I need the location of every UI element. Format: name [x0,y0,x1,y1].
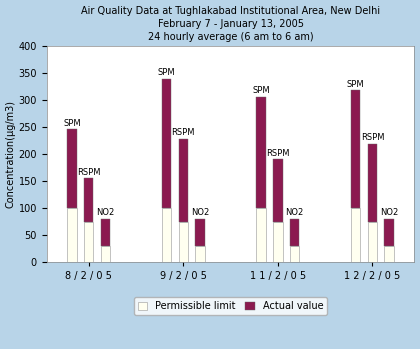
Text: SPM: SPM [63,119,81,128]
Text: NO2: NO2 [97,208,115,217]
Bar [67,129,76,208]
Bar [162,208,171,262]
Text: SPM: SPM [347,80,365,89]
Bar [273,159,283,222]
Bar [384,246,394,262]
Bar [178,139,188,222]
Bar [351,90,360,208]
Bar [290,219,299,246]
Bar [256,208,266,262]
Bar [368,222,377,262]
Legend: Permissible limit, Actual value: Permissible limit, Actual value [134,297,327,315]
Bar [84,222,93,262]
Bar [273,222,283,262]
Bar [195,219,205,246]
Bar [351,208,360,262]
Bar [290,246,299,262]
Bar [67,208,76,262]
Bar [84,178,93,222]
Bar [256,97,266,208]
Bar [178,222,188,262]
Text: SPM: SPM [158,68,175,77]
Text: NO2: NO2 [191,208,209,217]
Text: RSPM: RSPM [361,134,384,142]
Bar [162,79,171,208]
Y-axis label: Concentration(µg/m3): Concentration(µg/m3) [5,100,16,208]
Text: NO2: NO2 [380,208,398,217]
Bar [101,219,110,246]
Text: RSPM: RSPM [266,149,290,158]
Text: SPM: SPM [252,86,270,95]
Bar [368,144,377,222]
Title: Air Quality Data at Tughlakabad Institutional Area, New Delhi
February 7 - Janua: Air Quality Data at Tughlakabad Institut… [81,6,380,42]
Bar [384,219,394,246]
Text: RSPM: RSPM [77,168,100,177]
Text: NO2: NO2 [286,208,304,217]
Bar [195,246,205,262]
Text: RSPM: RSPM [171,128,195,137]
Bar [101,246,110,262]
